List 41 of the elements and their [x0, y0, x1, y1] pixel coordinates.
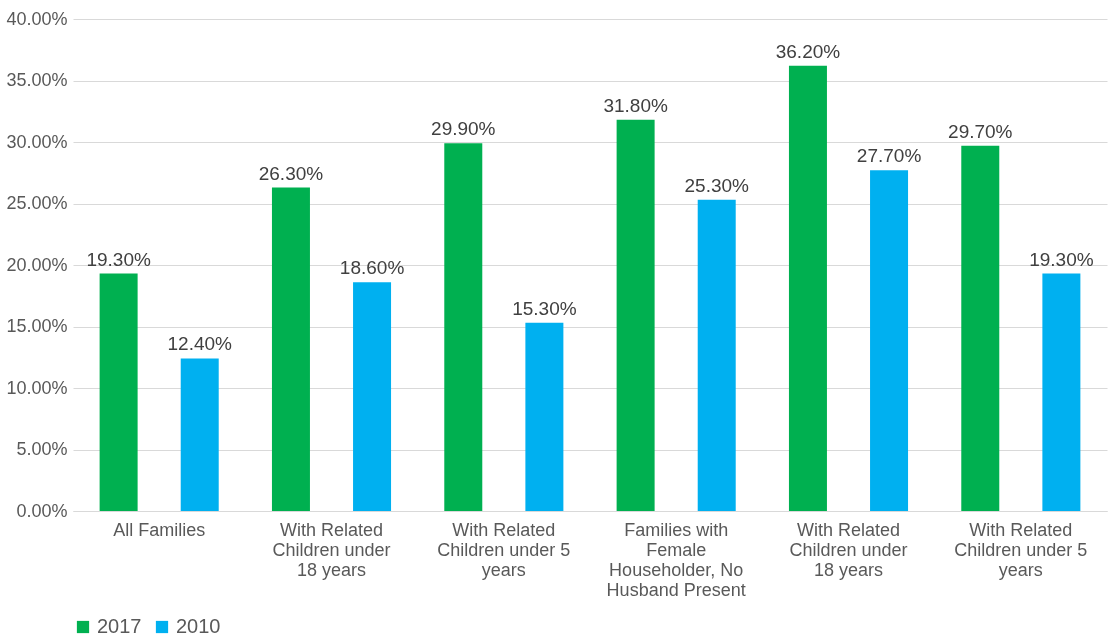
data-label: 27.70%: [856, 145, 922, 167]
bar: [1042, 273, 1081, 511]
x-tick-label: With Related Children under 5 years: [437, 519, 571, 580]
bar: [271, 187, 310, 511]
data-label: 29.90%: [431, 118, 496, 140]
y-tick-label: 15.00%: [6, 316, 68, 336]
x-tick-label: With Related Children under 18 years: [789, 519, 908, 580]
y-tick-label: 40.00%: [6, 8, 68, 29]
bar: [180, 358, 219, 511]
data-label: 15.30%: [512, 297, 577, 319]
data-label: 26.30%: [258, 162, 324, 184]
data-label: 29.70%: [948, 120, 1013, 142]
y-tick-label: 35.00%: [6, 70, 68, 90]
x-tick-label: Families with Female Householder, No Husband Present: [606, 519, 746, 600]
data-label: 31.80%: [603, 94, 668, 116]
data-label: 12.40%: [167, 333, 233, 355]
bar: [961, 145, 1000, 511]
y-tick-label: 20.00%: [6, 254, 68, 275]
y-tick-label: 5.00%: [16, 439, 68, 459]
bar: [444, 143, 483, 511]
bar: [788, 65, 827, 511]
legend-label: 2017: [97, 615, 142, 637]
bar: [616, 119, 655, 511]
y-tick-label: 30.00%: [6, 131, 68, 152]
y-tick-label: 25.00%: [6, 193, 68, 213]
data-label: 19.30%: [86, 248, 151, 270]
data-label: 18.60%: [339, 257, 405, 279]
x-tick-label: With Related Children under 5 years: [954, 519, 1088, 580]
data-label: 36.20%: [775, 40, 841, 62]
data-label: 25.30%: [684, 174, 750, 196]
bar: [697, 199, 736, 511]
y-tick-label: 0.00%: [16, 500, 68, 521]
bar: [870, 170, 909, 511]
legend-label: 2010: [176, 615, 221, 637]
x-tick-label: With Related Children under 18 years: [272, 519, 391, 580]
x-tick-label: All Families: [113, 519, 206, 540]
data-label: 19.30%: [1029, 248, 1094, 270]
bar: [525, 322, 564, 511]
y-tick-label: 10.00%: [6, 377, 68, 398]
bar: [99, 273, 138, 511]
bar: [353, 282, 392, 511]
